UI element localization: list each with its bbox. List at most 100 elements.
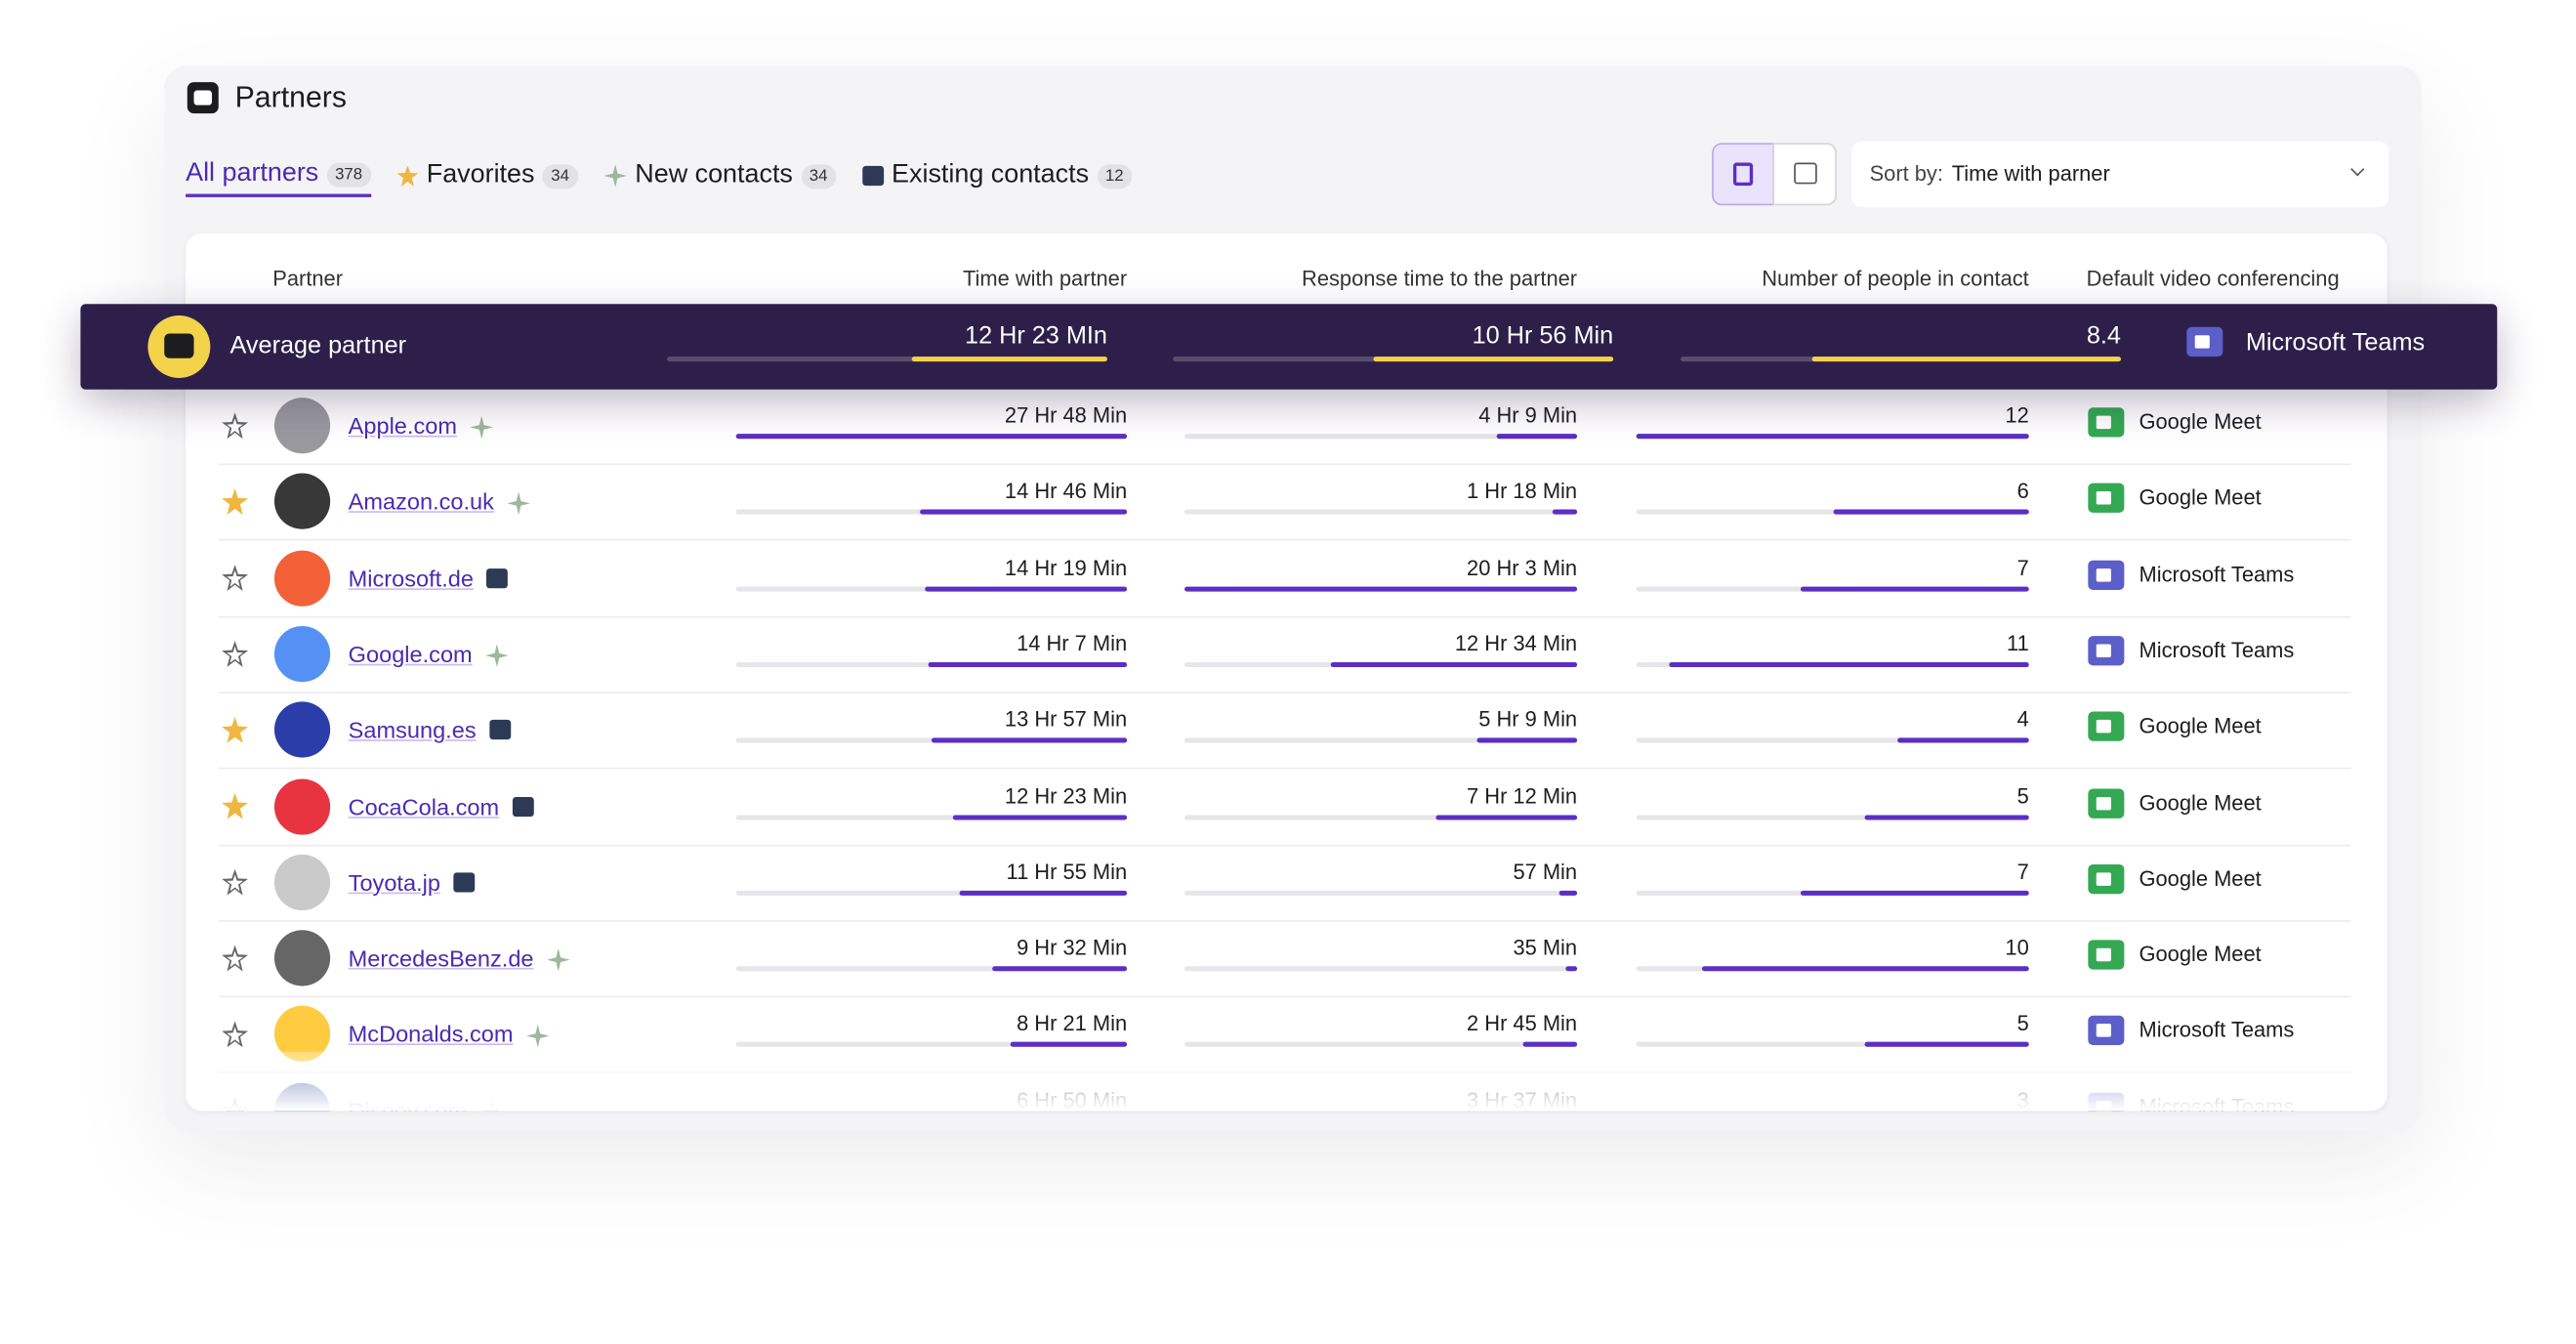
time-value: 9 Hr 32 Min [1017,935,1128,960]
partner-logo [273,625,331,683]
response-bar [1475,737,1578,743]
conferencing-name: Google Meet [2139,865,2262,891]
partner-tag-icon [453,872,476,893]
partner-name[interactable]: Microsoft.de [348,565,474,591]
partner-logo [273,854,331,910]
partner-logo [273,777,331,834]
star[interactable] [222,716,249,743]
view-toggle-table[interactable] [1772,143,1837,206]
response-bar-track [1184,434,1578,440]
partner-tag-icon [486,567,509,588]
tab[interactable]: All partners 378 [186,154,371,197]
time-bar [1009,1042,1128,1048]
row-divider [218,463,2351,466]
tab-icon [396,165,419,187]
tab-count: 12 [1097,163,1132,189]
average-people-bar [1812,357,2121,362]
column-header: Time with partner [962,266,1128,291]
people-value: 11 [2007,630,2029,656]
tab[interactable]: Existing contacts 12 [861,154,1132,197]
tab-bar: All partners 378 Favorites 34 New contacts 34… [186,154,1132,197]
people-bar-track [1636,737,2029,743]
partner-tag-icon [546,947,570,972]
row-divider [218,995,2351,998]
view-toggle-columns[interactable] [1712,143,1774,206]
time-bar [925,585,1128,591]
people-bar [1800,890,2029,896]
partner-name[interactable]: Amazon.co.uk [348,488,494,516]
people-value: 12 [2005,402,2029,428]
partner-tag-icon [525,1024,550,1048]
partner-name[interactable]: McDonalds.com [348,1021,514,1048]
row-divider [218,767,2351,770]
partner-tag-icon [512,796,534,817]
response-value: 1 Hr 18 Min [1467,479,1578,504]
partner-tag-icon [507,491,530,516]
sort-label: Sort by: [1869,160,1943,187]
people-bar-track [1636,1042,2029,1048]
partner-name[interactable]: MercedesBenz.de [348,945,534,972]
header-icon-inner [193,90,213,105]
average-time-bar [911,357,1107,362]
row-divider [218,539,2351,542]
tab-label: Favorites [426,160,535,189]
average-response-bar [1373,357,1614,362]
star[interactable] [222,488,249,516]
conferencing-icon-inner [2096,644,2111,657]
people-value: 10 [2005,935,2029,960]
tab-count: 34 [542,163,578,189]
response-bar-track [1184,890,1578,896]
time-value: 14 Hr 7 Min [1017,630,1128,656]
time-bar [928,661,1128,667]
partner-name[interactable]: Apple.com [348,412,457,440]
response-bar [1184,585,1578,591]
conferencing-name: Google Meet [2139,942,2262,967]
row-divider [218,919,2351,922]
people-bar-track [1636,814,2029,819]
time-value: 12 Hr 23 Min [1004,782,1128,808]
response-bar-track [1184,737,1578,743]
column-header: Partner [272,266,344,291]
conferencing-name: Google Meet [2139,484,2262,511]
response-bar [1558,890,1578,896]
partner-tag-icon [489,720,511,740]
tab[interactable]: New contacts 34 [603,154,836,197]
people-bar [1865,1042,2029,1048]
partner-name[interactable]: Samsung.es [348,716,477,743]
partner-logo [273,474,331,530]
average-response-value: 10 Hr 56 Min [1472,321,1614,351]
partner-name[interactable]: Toyota.jp [348,868,440,896]
response-bar [1565,966,1578,972]
time-bar-track [735,1042,1128,1048]
sort-dropdown[interactable] [1851,141,2389,207]
time-value: 14 Hr 46 Min [1004,479,1128,504]
row-divider [218,843,2351,846]
star[interactable] [222,792,249,819]
time-value: 11 Hr 55 Min [1006,859,1128,884]
conferencing-icon-inner [2194,335,2210,349]
average-time-bar-track [667,357,1107,362]
response-bar [1552,510,1578,516]
response-bar-track [1184,966,1578,972]
conferencing-name: Google Meet [2139,408,2262,435]
partner-logo [273,549,331,607]
view-toggle-table-icon [1794,162,1817,185]
response-value: 20 Hr 3 Min [1467,554,1578,580]
partner-name[interactable]: CocaCola.com [348,792,500,819]
people-bar [1669,661,2029,667]
sort-value: Time with parner [1951,160,2110,187]
partner-name[interactable]: Google.com [348,640,473,667]
tab[interactable]: Favorites 34 [396,154,578,197]
conferencing-icon-inner [2096,872,2111,886]
people-value: 5 [2016,782,2029,808]
partner-logo [273,701,331,758]
response-value: 2 Hr 45 Min [1467,1011,1578,1036]
average-icon-inner [164,333,194,358]
response-value: 4 Hr 9 Min [1478,402,1578,428]
time-value: 13 Hr 57 Min [1004,706,1128,732]
response-bar [1522,1042,1578,1048]
partner-logo [273,930,331,987]
people-bar [1701,966,2029,972]
response-bar-track [1184,814,1578,819]
conferencing-icon-inner [2096,567,2111,581]
